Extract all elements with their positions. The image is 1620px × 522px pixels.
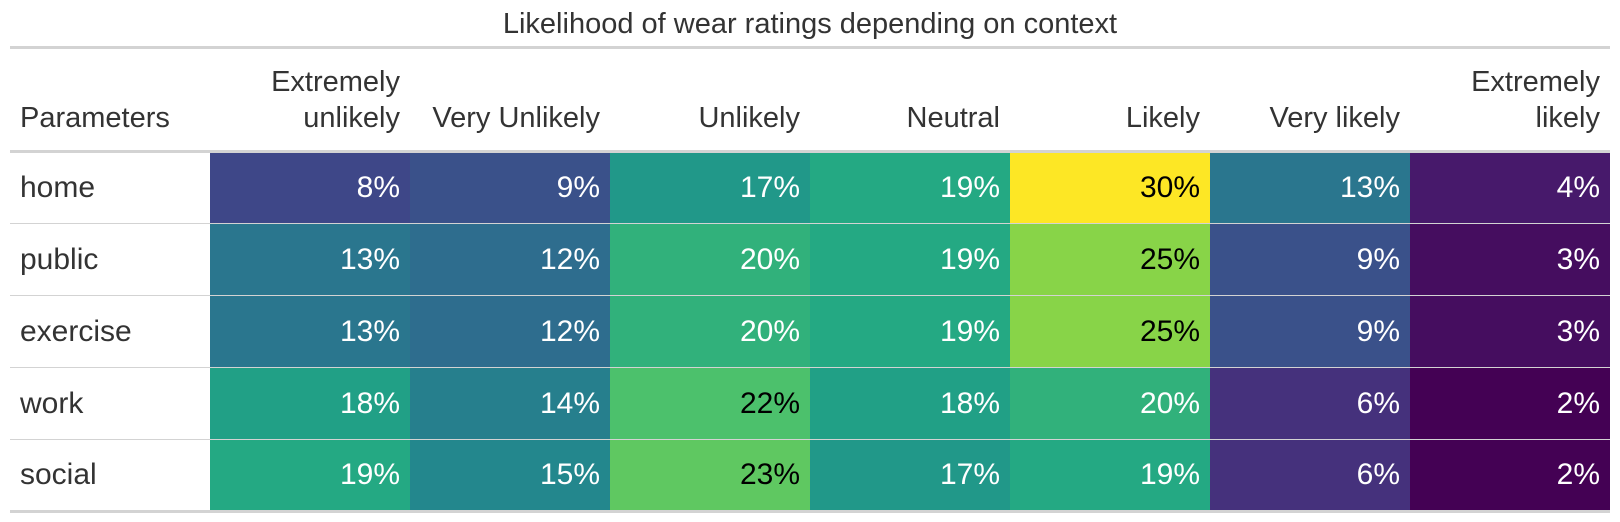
table-header: Parameters Extremely unlikely Very Unlik… (10, 47, 1610, 152)
heatmap-cell: 12% (410, 295, 610, 368)
heatmap-cell: 9% (1210, 295, 1410, 368)
heatmap-cell: 9% (1210, 223, 1410, 296)
column-header-parameters: Parameters (20, 102, 170, 134)
heatmap-cell: 20% (1010, 367, 1210, 440)
heatmap-cell: 3% (1410, 223, 1610, 296)
heatmap-cell: 13% (210, 223, 410, 296)
heatmap-cell: 3% (1410, 295, 1610, 368)
row-label: home (10, 151, 210, 224)
row-label: exercise (10, 295, 210, 368)
heatmap-cell: 15% (410, 439, 610, 512)
table-row: home 8% 9% 17% 19% 30% 13% 4% (10, 151, 1610, 224)
heatmap-cell: 2% (1410, 439, 1610, 512)
row-label: work (10, 367, 210, 440)
heatmap-cell: 30% (1010, 151, 1210, 224)
column-header-unlikely: Unlikely (698, 102, 800, 134)
heatmap-cell: 2% (1410, 367, 1610, 440)
header-row: Parameters Extremely unlikely Very Unlik… (10, 48, 1610, 152)
column-header-likely: Likely (1125, 102, 1200, 134)
heatmap-cell: 19% (210, 439, 410, 512)
heatmap-cell: 23% (610, 439, 810, 512)
heatmap-cell: 12% (410, 223, 610, 296)
heatmap-cell: 6% (1210, 367, 1410, 440)
heatmap-cell: 13% (210, 295, 410, 368)
chart-title: Likelihood of wear ratings depending on … (502, 8, 1118, 40)
row-label: public (10, 223, 210, 296)
heatmap-cell: 20% (610, 223, 810, 296)
heatmap-cell: 25% (1010, 223, 1210, 296)
heatmap-cell: 25% (1010, 295, 1210, 368)
row-label: social (10, 439, 210, 512)
column-header-very-unlikely: Very Unlikely (432, 102, 600, 134)
heatmap-cell: 19% (810, 151, 1010, 224)
heatmap-cell: 19% (1010, 439, 1210, 512)
table-row: social 19% 15% 23% 17% 19% 6% 2% (10, 439, 1610, 512)
heatmap-cell: 20% (610, 295, 810, 368)
heatmap-cell: 17% (810, 439, 1010, 512)
heatmap-cell: 4% (1410, 151, 1610, 224)
table-row: exercise 13% 12% 20% 19% 25% 9% 3% (10, 295, 1610, 368)
table-row: work 18% 14% 22% 18% 20% 6% 2% (10, 367, 1610, 440)
column-header-extremely-likely: Extremely likely (1471, 66, 1600, 134)
column-header-very-likely: Very likely (1269, 102, 1400, 134)
heatmap-cell: 8% (210, 151, 410, 224)
heatmap-table: Parameters Extremely unlikely Very Unlik… (10, 46, 1610, 513)
column-header-neutral: Neutral (906, 102, 1001, 134)
heatmap-cell: 9% (410, 151, 610, 224)
heatmap-cell: 18% (810, 367, 1010, 440)
heatmap-cell: 22% (610, 367, 810, 440)
column-header-extremely-unlikely: Extremely unlikely (271, 66, 400, 134)
table-row: public 13% 12% 20% 19% 25% 9% 3% (10, 223, 1610, 296)
heatmap-cell: 13% (1210, 151, 1410, 224)
heatmap-cell: 19% (810, 295, 1010, 368)
table-body: home 8% 9% 17% 19% 30% 13% 4% public 13% 12% 20% 19%… (10, 151, 1610, 512)
heatmap-cell: 17% (610, 151, 810, 224)
heatmap-cell: 14% (410, 367, 610, 440)
heatmap-cell: 19% (810, 223, 1010, 296)
heatmap-cell: 6% (1210, 439, 1410, 512)
heatmap-cell: 18% (210, 367, 410, 440)
